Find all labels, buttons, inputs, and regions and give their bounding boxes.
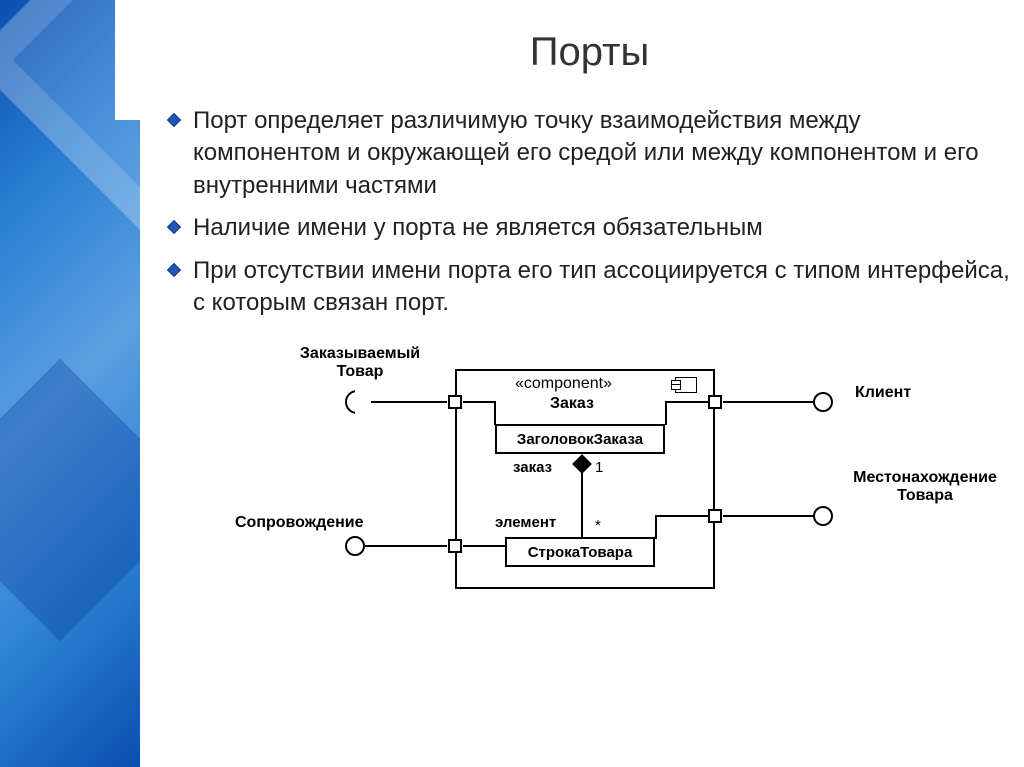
inner-class-1: ЗаголовокЗаказа [495,424,665,454]
component-icon [675,377,697,393]
internal-delegation [665,401,667,425]
connector-line [367,401,447,403]
internal-delegation [655,515,657,539]
port-label-ordered-product: Заказываемый Товар [285,345,435,381]
internal-delegation [665,401,708,403]
assoc-line [581,471,583,537]
bullet-list: Порт определяет различимую точку взаимод… [165,105,1014,319]
decor-notch [115,0,155,120]
required-interface-icon [345,390,369,414]
port-label-client: Клиент [855,384,911,402]
component-stereotype: «component» [515,375,612,393]
connector-line [365,545,447,547]
internal-delegation [655,515,708,517]
port-top-right [708,395,722,409]
assoc-mult-2: * [595,517,601,534]
provided-interface-icon [813,392,833,412]
slide-content: Порты Порт определяет различимую точку в… [155,0,1024,619]
assoc-role-1: заказ [513,459,552,476]
internal-delegation [463,401,495,403]
provided-interface-icon [345,536,365,556]
bullet-item: Порт определяет различимую точку взаимод… [165,105,1014,202]
internal-delegation [463,545,505,547]
port-bottom-left [448,539,462,553]
uml-diagram: «component» Заказ ЗаголовокЗаказа Строка… [195,339,995,619]
port-bottom-right [708,509,722,523]
bullet-item: При отсутствии имени порта его тип ассоц… [165,255,1014,320]
port-label-support: Сопровождение [235,514,364,532]
assoc-role-2: элемент [495,514,556,531]
provided-interface-icon [813,506,833,526]
slide-title: Порты [165,30,1014,75]
inner-class-2: СтрокаТовара [505,537,655,567]
bullet-item: Наличие имени у порта не является обязат… [165,212,1014,244]
connector-line [723,401,813,403]
assoc-mult-1: 1 [595,459,603,476]
port-label-location: Местонахождение Товара [835,469,1015,505]
internal-delegation [494,401,496,425]
component-name: Заказ [550,395,594,413]
connector-line [723,515,813,517]
port-top-left [448,395,462,409]
